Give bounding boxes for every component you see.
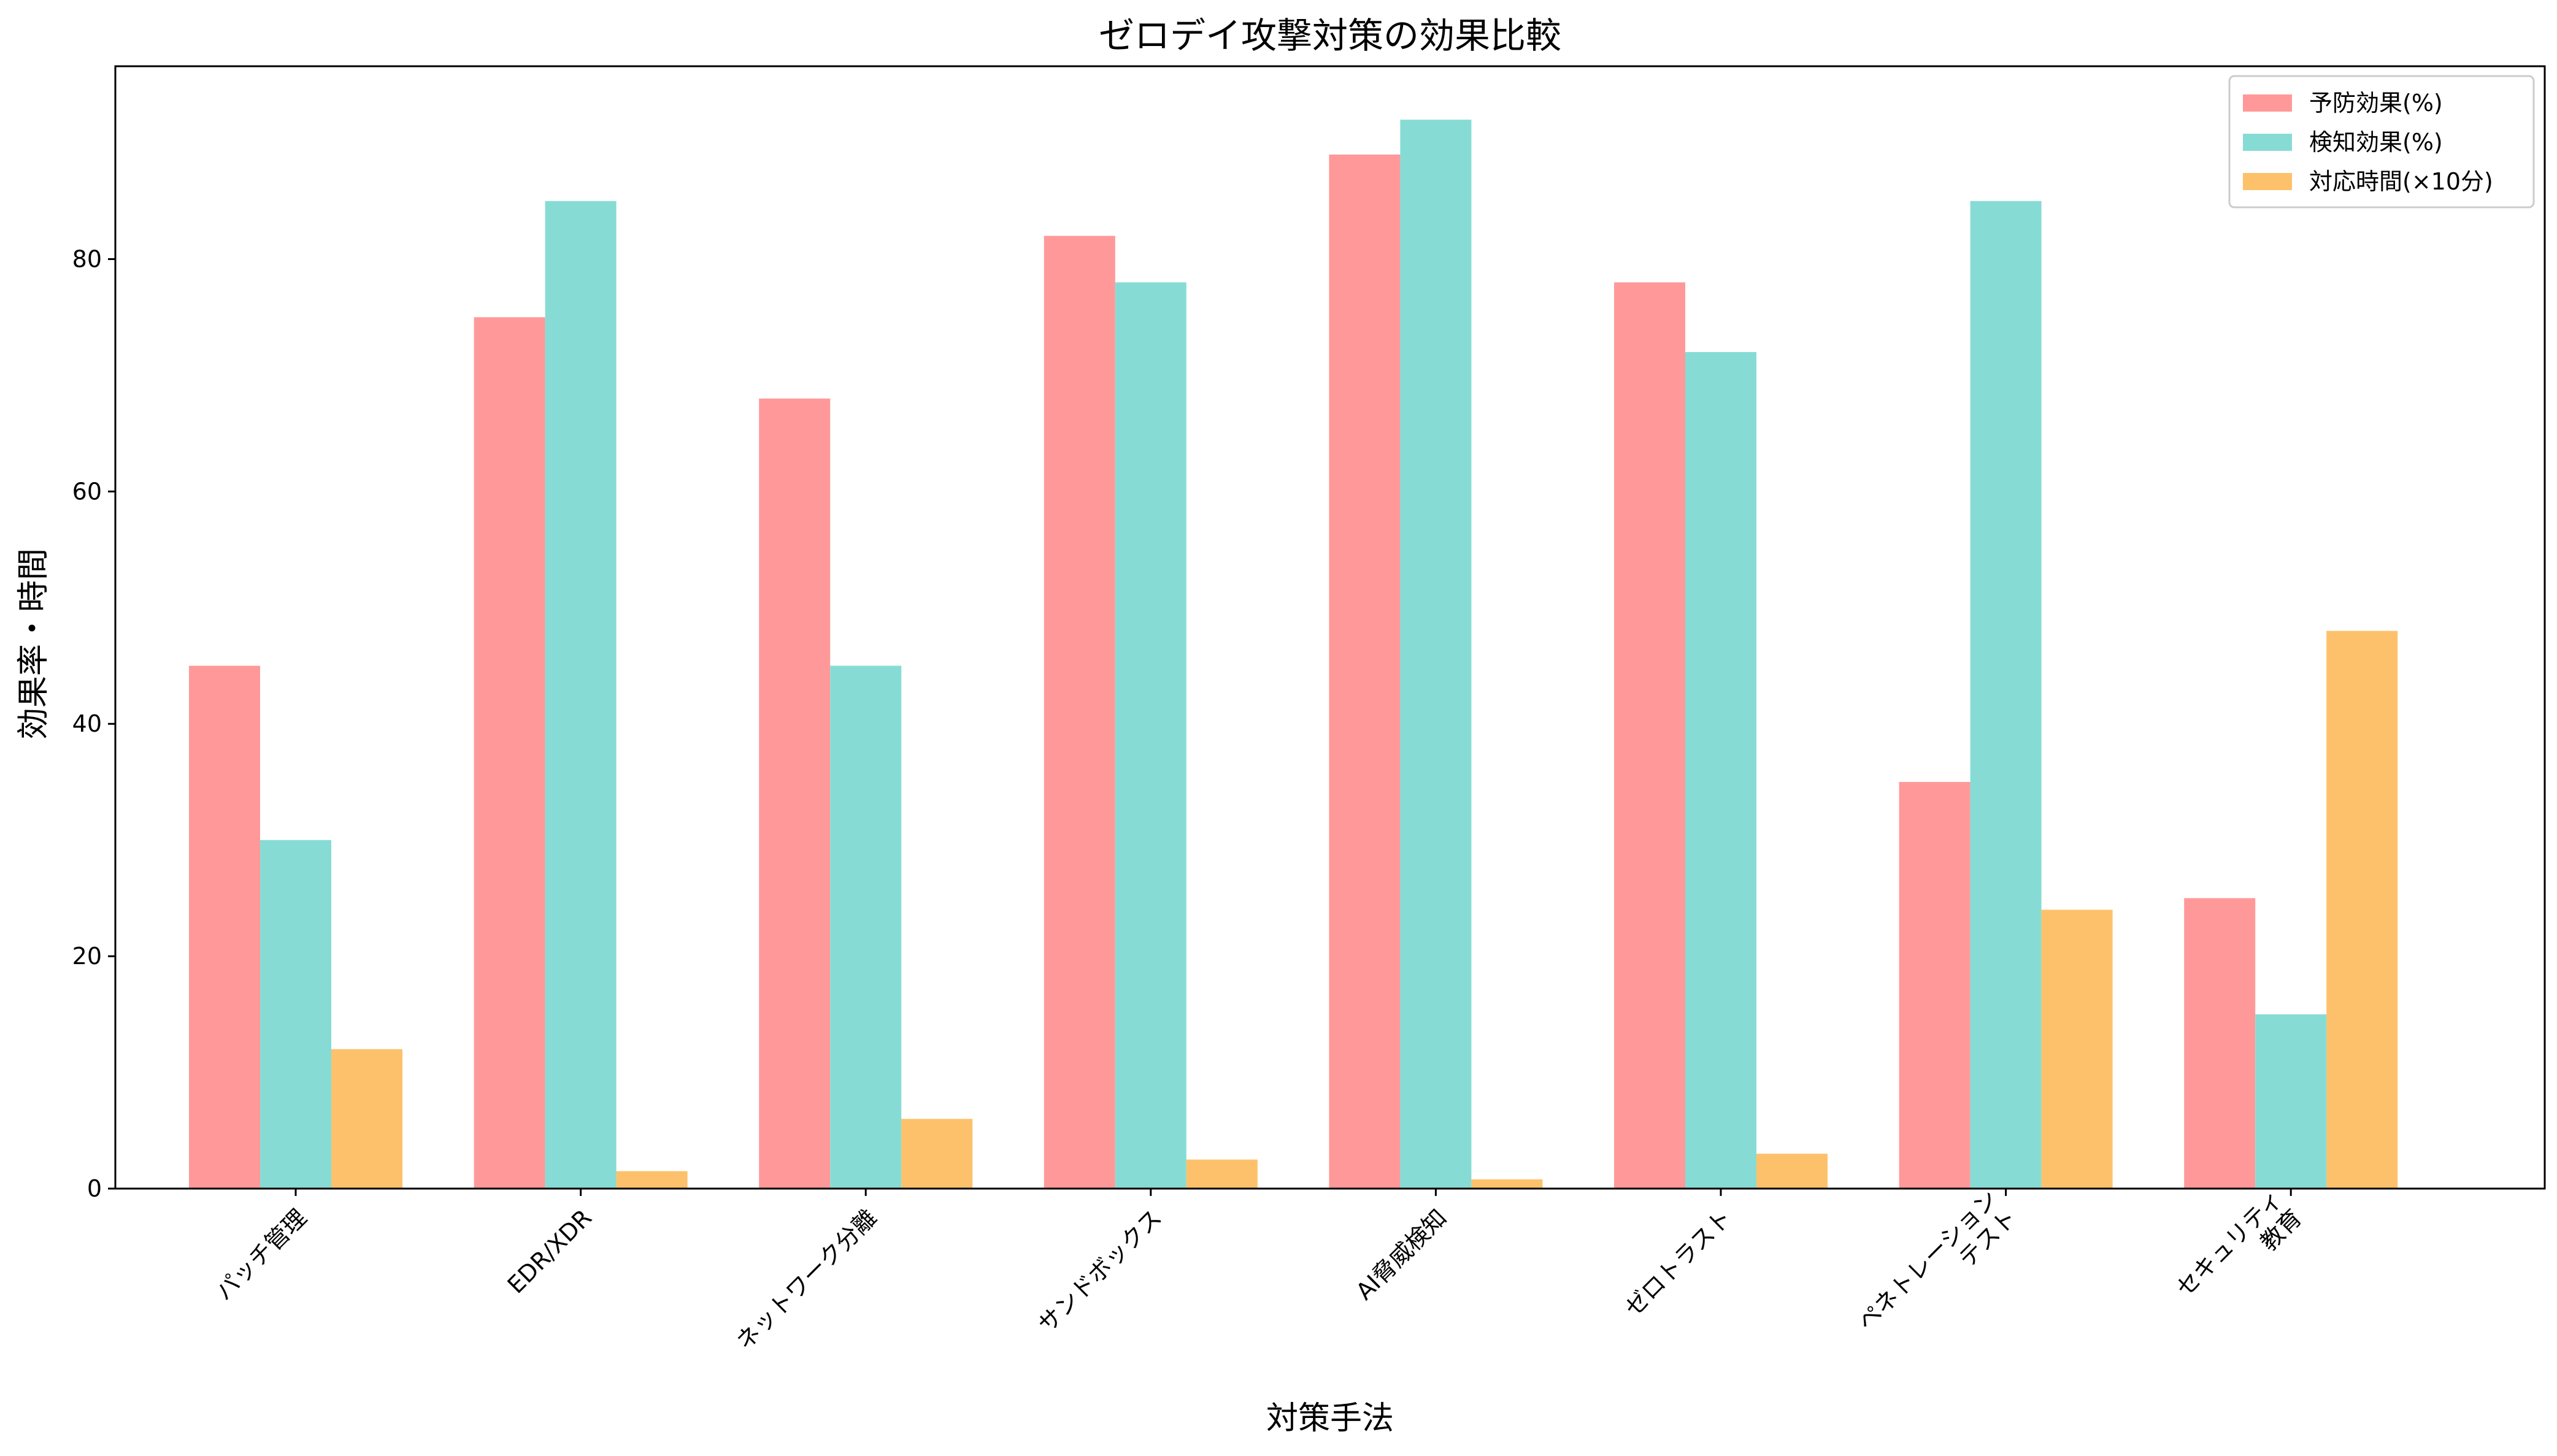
- bar-series-1-category-0: [260, 840, 331, 1189]
- bar-series-1-category-7: [2255, 1014, 2327, 1189]
- bar-series-1-category-5: [1685, 352, 1756, 1189]
- legend-swatch-1: [2243, 134, 2292, 151]
- y-tick-label-2: 40: [72, 710, 102, 737]
- bar-series-2-category-5: [1756, 1154, 1828, 1189]
- y-tick-label-3: 60: [72, 478, 102, 505]
- plot-frame: [114, 65, 2546, 1190]
- bar-series-2-category-7: [2326, 630, 2398, 1189]
- bar-series-0-category-0: [189, 665, 260, 1189]
- bar-series-1-category-2: [830, 665, 902, 1189]
- legend-box: [2228, 75, 2535, 209]
- bar-series-0-category-3: [1044, 236, 1115, 1189]
- chart-title: ゼロデイ攻撃対策の効果比較: [1099, 15, 1561, 56]
- legend-swatch-2: [2243, 173, 2292, 190]
- bar-series-1-category-1: [545, 201, 617, 1189]
- legend-swatch-0: [2243, 94, 2292, 112]
- x-tick-label-1: EDR/XDR: [502, 1204, 597, 1298]
- bar-series-2-category-4: [1471, 1179, 1543, 1189]
- x-tick-label-7: セキュリティ教育: [2171, 1185, 2307, 1321]
- y-tick-label-1: 20: [72, 943, 102, 970]
- legend-label-0: 予防効果(%): [2309, 90, 2443, 117]
- bar-series-2-category-3: [1186, 1159, 1258, 1189]
- y-tick-label-4: 80: [72, 245, 102, 272]
- bar-series-2-category-1: [616, 1171, 688, 1189]
- bar-series-2-category-0: [331, 1049, 402, 1189]
- bar-series-0-category-6: [1899, 781, 1971, 1189]
- bar-series-0-category-4: [1329, 154, 1401, 1189]
- x-axis-label: 対策手法: [1266, 1400, 1394, 1437]
- bar-series-1-category-6: [1970, 201, 2042, 1189]
- x-tick-label-3: サンドボックス: [1033, 1204, 1167, 1338]
- x-tick-label-2: ネットワーク分離: [731, 1204, 882, 1355]
- x-tick-label-5: ゼロトラスト: [1619, 1204, 1737, 1322]
- y-axis-label: 効果率・時間: [15, 548, 52, 740]
- axes-group: 0 20 40 60 80 パッチ管理 EDR/XDR ネットワーク分離 サンドボックス AI脅威…: [72, 65, 2546, 1355]
- legend-label-2: 対応時間(×10分): [2309, 168, 2493, 195]
- bars-group: [189, 120, 2398, 1189]
- bar-series-0-category-1: [474, 317, 545, 1189]
- x-tick-label-0: パッチ管理: [210, 1204, 312, 1305]
- bar-series-0-category-7: [2184, 898, 2256, 1189]
- legend: 予防効果(%) 検知効果(%) 対応時間(×10分): [2228, 75, 2535, 209]
- bar-series-2-category-2: [901, 1119, 973, 1189]
- bar-series-0-category-2: [759, 398, 831, 1189]
- bar-series-2-category-6: [2041, 910, 2113, 1189]
- y-tick-label-0: 0: [87, 1175, 102, 1202]
- x-tick-label-4: AI脅威検知: [1351, 1204, 1452, 1305]
- bar-series-1-category-4: [1400, 120, 1472, 1189]
- x-tick-label-6: ペネトレーションテスト: [1852, 1185, 2022, 1355]
- legend-label-1: 検知効果(%): [2309, 129, 2443, 156]
- bar-series-0-category-5: [1614, 282, 1685, 1189]
- bar-series-1-category-3: [1115, 282, 1186, 1189]
